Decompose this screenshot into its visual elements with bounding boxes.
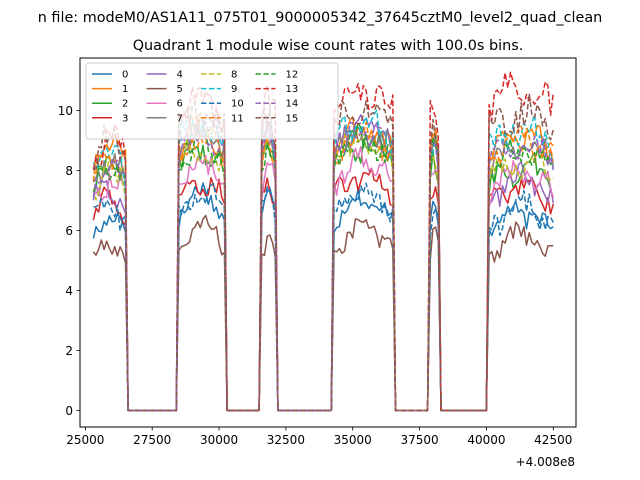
y-axis: 0 2 4 6 8 10 <box>58 104 80 418</box>
chart-title: Quadrant 1 module wise count rates with … <box>133 38 524 54</box>
legend-label-0: 0 <box>122 70 128 81</box>
x-offset-label: +4.008e8 <box>516 455 575 469</box>
legend-label-8: 8 <box>231 70 237 81</box>
legend-label-9: 9 <box>231 84 237 95</box>
legend-label-13: 13 <box>286 84 299 95</box>
legend-label-6: 6 <box>177 99 183 110</box>
legend-label-12: 12 <box>286 70 299 81</box>
x-tick-label: 32500 <box>267 433 305 447</box>
y-tick-label: 8 <box>65 164 73 178</box>
legend-label-15: 15 <box>286 113 299 124</box>
legend-label-5: 5 <box>177 84 183 95</box>
chart-suptitle: n file: modeM0/AS1A11_075T01_9000005342_… <box>38 10 603 26</box>
x-tick-label: 27500 <box>133 433 171 447</box>
y-tick-label: 6 <box>65 224 73 238</box>
y-tick-label: 10 <box>58 104 73 118</box>
plot-frame <box>79 57 577 428</box>
y-tick-label: 4 <box>65 284 73 298</box>
y-tick-label: 2 <box>65 344 73 358</box>
legend-label-2: 2 <box>122 99 128 110</box>
legend-label-4: 4 <box>177 70 183 81</box>
legend-box <box>85 62 339 140</box>
x-tick-label: 42500 <box>534 433 572 447</box>
x-tick-label: 37500 <box>400 433 438 447</box>
legend-label-3: 3 <box>122 113 128 124</box>
series-line-15 <box>93 93 555 412</box>
x-axis: 25000 27500 30000 32500 35000 37500 40000 42500 <box>66 427 572 447</box>
x-tick-label: 35000 <box>334 433 372 447</box>
series-layer <box>92 71 555 412</box>
x-tick-label: 25000 <box>66 433 104 447</box>
legend-label-11: 11 <box>231 113 244 124</box>
x-tick-label: 40000 <box>467 433 505 447</box>
y-tick-label: 0 <box>65 404 73 418</box>
x-tick-label: 30000 <box>200 433 238 447</box>
legend-label-14: 14 <box>286 99 299 110</box>
legend-label-10: 10 <box>231 99 244 110</box>
legend-label-1: 1 <box>122 84 128 95</box>
legend-label-7: 7 <box>177 113 183 124</box>
